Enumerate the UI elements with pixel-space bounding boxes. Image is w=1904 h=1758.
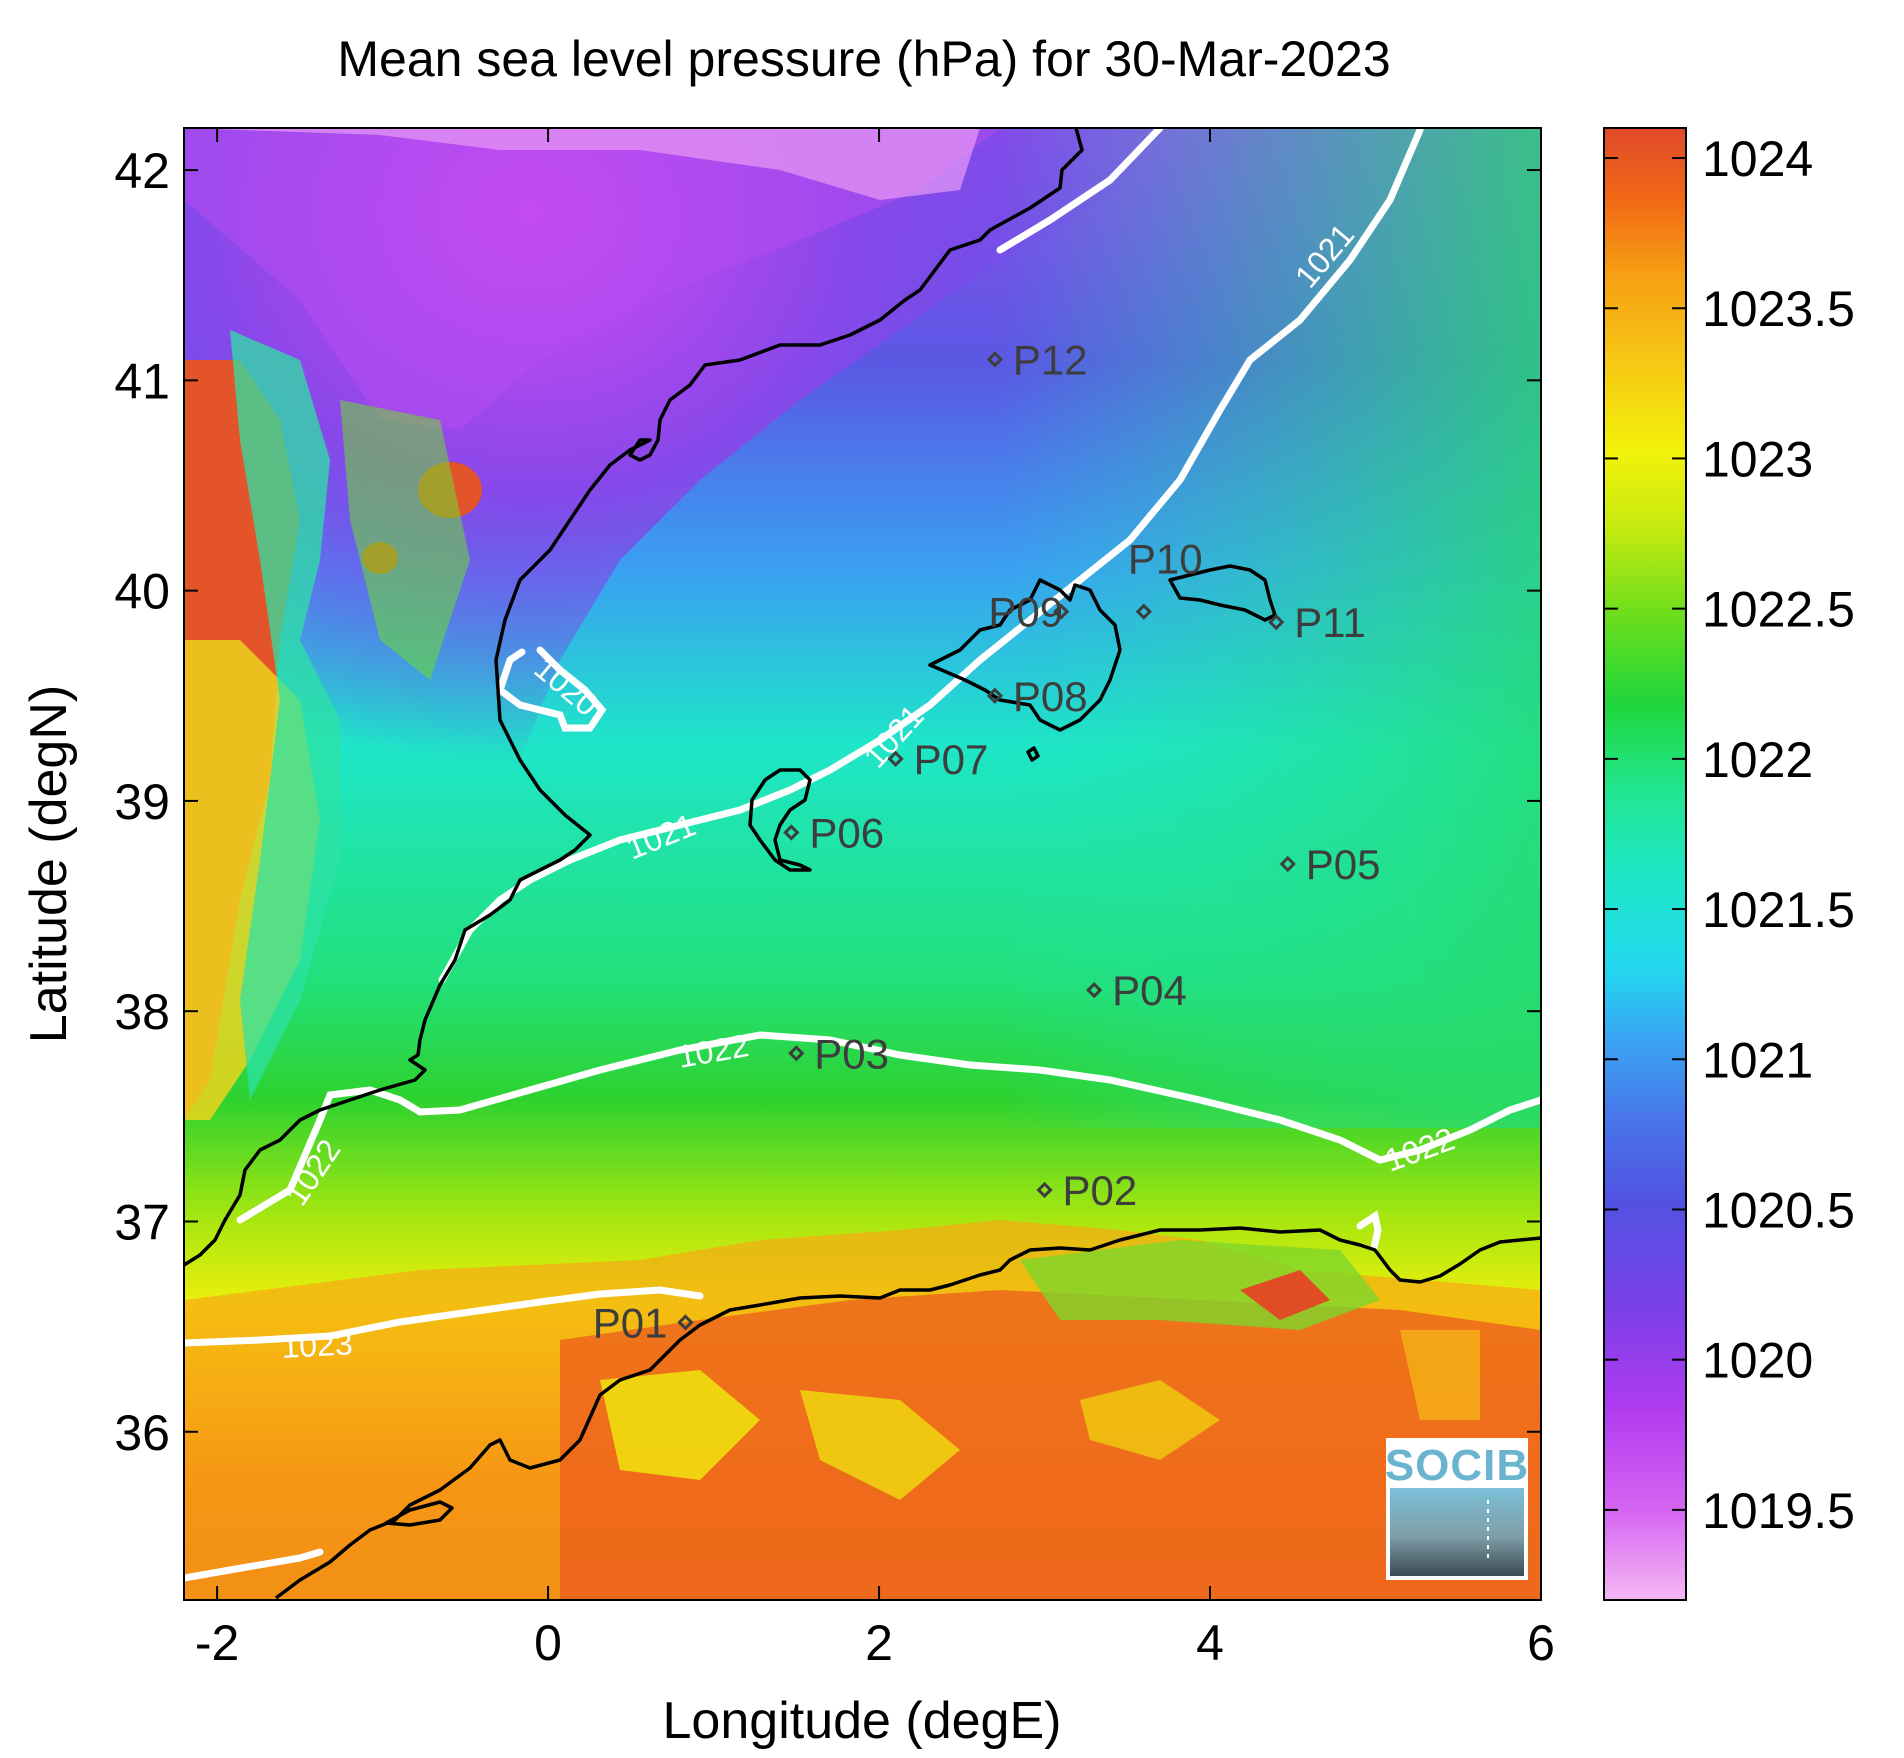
station-marker [677, 1314, 694, 1331]
station-marker [887, 750, 904, 767]
y-tick-label: 37 [114, 1194, 170, 1250]
y-tick-label: 36 [114, 1405, 170, 1461]
plot-frame [183, 127, 1542, 1601]
y-tick-label: 41 [114, 353, 170, 409]
isobar-1022 [236, 1031, 1541, 1224]
station-marker [1135, 603, 1152, 620]
x-tick-label: 0 [534, 1615, 562, 1671]
station-marker [788, 1045, 805, 1062]
y-axis-label: Latitude (degN) [20, 685, 78, 1043]
isobars [184, 128, 1541, 1582]
station-label: P03 [814, 1030, 889, 1077]
stations-layer: P01 P02 P03 P04 P05 P06 P07 P08 P09 P10 P11 P12 [593, 336, 1381, 1346]
station-marker [1279, 855, 1296, 873]
cabrera-coast [1026, 746, 1040, 762]
mallorca-coast [928, 578, 1122, 732]
station-label: P05 [1306, 841, 1381, 888]
y-tick-label: 38 [114, 984, 170, 1040]
colorbar-gradient [1603, 127, 1687, 1601]
colorbar-tick-label: 1024 [1702, 131, 1813, 187]
station-label: P09 [988, 589, 1063, 636]
isobar-1023-south [184, 1548, 324, 1582]
station-label: P11 [1294, 599, 1366, 646]
station-label: P07 [914, 736, 989, 783]
station-marker [783, 824, 800, 841]
colorbar-tick-label: 1022 [1702, 732, 1813, 788]
isobar-1023 [184, 1286, 704, 1347]
figure-title: Mean sea level pressure (hPa) for 30-Mar… [337, 31, 1390, 87]
y-tick-label: 42 [114, 143, 170, 199]
station-marker [1268, 614, 1285, 631]
station-marker [1086, 982, 1103, 999]
x-axis-label: Longitude (degE) [663, 1692, 1062, 1750]
coastlines [184, 128, 1541, 1600]
colorbar: 1019.5 1020 1020.5 1021 1021.5 1022 1022.5 1023… [1603, 127, 1855, 1601]
isobar-1021-north [996, 128, 1164, 254]
y-axis: 36 37 38 39 40 41 42 [114, 143, 1541, 1461]
station-marker [1052, 603, 1070, 620]
socib-logo: SOCIB [1385, 1438, 1529, 1580]
y-tick-label: 39 [114, 774, 170, 830]
colorbar-ticks: 1019.5 1020 1020.5 1021 1021.5 1022 1022.5 1023… [1604, 131, 1855, 1539]
colorbar-tick-label: 1023.5 [1702, 281, 1855, 337]
station-marker [986, 351, 1004, 368]
x-axis: -2 0 2 4 6 [195, 128, 1555, 1671]
svg-text:SOCIB: SOCIB [1385, 1441, 1529, 1490]
colorbar-tick-label: 1022.5 [1702, 582, 1855, 638]
x-tick-label: 2 [865, 1615, 893, 1671]
menorca-coast [1168, 564, 1277, 622]
station-label: P01 [593, 1299, 668, 1346]
contour-label-1023: 1023 [280, 1325, 353, 1365]
station-label: P02 [1063, 1167, 1138, 1214]
colorbar-tick-label: 1020.5 [1702, 1182, 1855, 1238]
y-tick-label: 40 [114, 564, 170, 620]
colorbar-tick-label: 1023 [1702, 431, 1813, 487]
station-label: P10 [1128, 536, 1203, 583]
x-tick-label: -2 [195, 1615, 239, 1671]
colorbar-tick-label: 1021.5 [1702, 882, 1855, 938]
ibiza-coast [748, 768, 812, 872]
station-label: P06 [809, 809, 884, 856]
africa-north-coast [274, 1226, 1541, 1600]
isobar-1022-east [1356, 1210, 1382, 1252]
station-marker [986, 687, 1004, 704]
isobar-1021-main [438, 128, 1424, 984]
x-tick-label: 6 [1527, 1615, 1555, 1671]
pressure-field [184, 128, 1541, 1600]
colorbar-tick-label: 1020 [1702, 1333, 1813, 1389]
alboran-island-coast [384, 1500, 454, 1527]
station-label: P04 [1112, 967, 1187, 1014]
colorbar-tick-label: 1019.5 [1702, 1483, 1855, 1539]
station-marker [1036, 1181, 1053, 1199]
iberia-east-coast [184, 128, 1084, 1267]
isobar-1020 [495, 646, 607, 732]
station-label: P12 [1013, 336, 1088, 383]
colorbar-tick-label: 1021 [1702, 1032, 1813, 1088]
x-tick-label: 4 [1196, 1615, 1224, 1671]
station-label: P08 [1013, 673, 1088, 720]
